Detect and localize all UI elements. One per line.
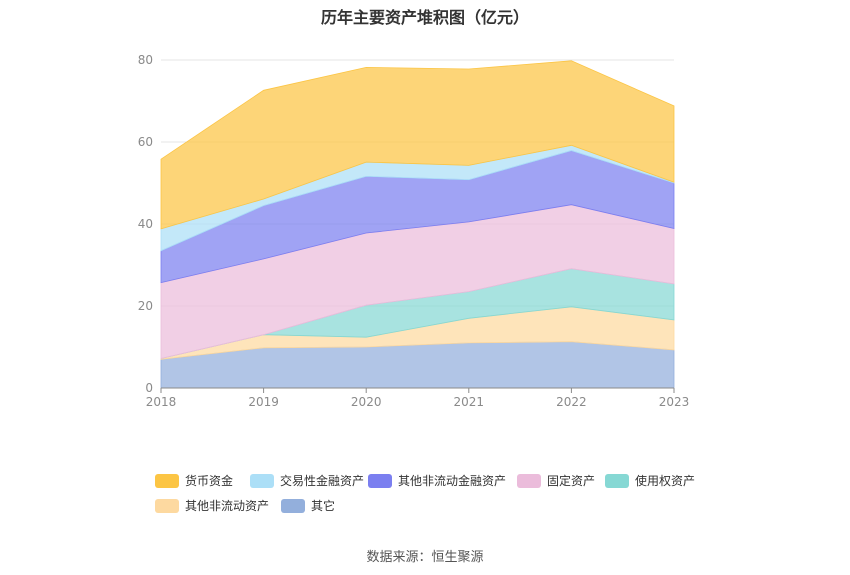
legend-swatch (368, 473, 392, 488)
x-tick-label: 2021 (454, 395, 485, 409)
axes: 0 20 40 60 80 2018 2019 2020 2021 2022 2023 (138, 53, 690, 409)
x-tick-label: 2018 (146, 395, 177, 409)
area-series (160, 60, 675, 389)
legend-label: 货币资金 (185, 474, 234, 488)
legend-swatch (155, 498, 179, 513)
legend-item[interactable]: 货币资金 (155, 472, 233, 489)
legend-item[interactable]: 其他非流动资产 (155, 497, 269, 514)
x-tick-label: 2023 (659, 395, 690, 409)
legend-item[interactable]: 交易性金融资产 (250, 472, 364, 489)
legend-item[interactable]: 其他非流动金融资产 (368, 472, 506, 489)
legend-label: 其他非流动资产 (185, 499, 270, 513)
legend-swatch (155, 473, 179, 488)
legend-swatch (281, 498, 305, 513)
legend-item[interactable]: 其它 (281, 497, 335, 514)
area-series-6 (160, 60, 675, 230)
legend-swatch (517, 473, 541, 488)
legend-label: 其他非流动金融资产 (398, 474, 507, 488)
chart-title: 历年主要资产堆积图（亿元） (320, 8, 529, 27)
legend-label: 固定资产 (547, 474, 596, 488)
legend-item[interactable]: 使用权资产 (605, 472, 695, 489)
y-tick-label: 60 (138, 135, 153, 149)
legend-swatch (605, 473, 629, 488)
y-tick-label: 40 (138, 217, 153, 231)
x-tick-label: 2020 (351, 395, 382, 409)
x-tick-label: 2019 (248, 395, 279, 409)
y-tick-label: 0 (145, 381, 153, 395)
y-tick-label: 20 (138, 299, 153, 313)
legend-swatch (250, 473, 274, 488)
y-tick-label: 80 (138, 53, 153, 67)
legend-label: 其它 (311, 499, 336, 513)
x-tick-label: 2022 (556, 395, 587, 409)
legend-item[interactable]: 固定资产 (517, 472, 595, 489)
legend-label: 使用权资产 (635, 474, 696, 488)
source-note: 数据来源：恒生聚源 (366, 550, 484, 565)
legend-label: 交易性金融资产 (280, 474, 365, 488)
